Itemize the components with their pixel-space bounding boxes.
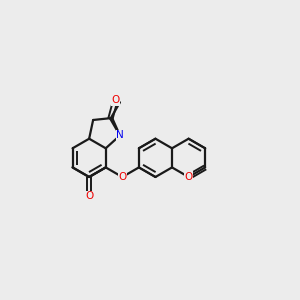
Text: O: O (118, 172, 126, 182)
Text: O: O (184, 172, 193, 182)
Text: O: O (85, 191, 93, 201)
Text: O: O (111, 95, 119, 105)
Text: O: O (184, 172, 193, 182)
Text: N: N (116, 130, 124, 140)
